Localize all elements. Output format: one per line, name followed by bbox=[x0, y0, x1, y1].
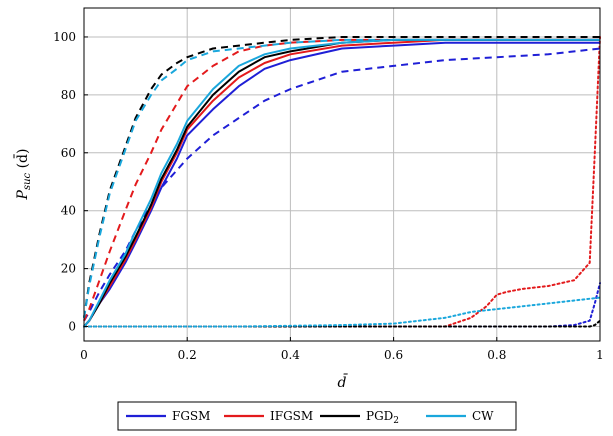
x-tick-label: 0 bbox=[80, 348, 88, 362]
y-tick-label: 0 bbox=[68, 320, 76, 334]
series-line-cw-dashed bbox=[83, 38, 600, 318]
x-axis-label: d̄ bbox=[338, 373, 349, 391]
y-tick-label: 100 bbox=[53, 30, 76, 44]
y-axis-label-tail: (d̄) bbox=[13, 149, 31, 173]
x-tick-label: 0.4 bbox=[281, 348, 300, 362]
ticks: 0 0.2 0.4 0.6 0.8 1 0 20 40 60 80 100 bbox=[53, 30, 604, 362]
legend: FGSM IFGSM PGD2 CW bbox=[117, 401, 517, 431]
x-tick-label: 0.2 bbox=[178, 348, 197, 362]
y-axis-label-main: P bbox=[15, 189, 31, 200]
series-line-fgsm-solid bbox=[83, 41, 600, 328]
y-tick-label: 20 bbox=[61, 262, 76, 276]
legend-label: FGSM bbox=[172, 409, 210, 423]
legend-label: PGD2 bbox=[366, 409, 399, 426]
series-line-pgd-dotted bbox=[83, 319, 601, 328]
y-axis-label-sub: suc bbox=[22, 172, 33, 190]
series-line-fgsm-dashed bbox=[83, 47, 601, 322]
series-line-cw-solid bbox=[83, 38, 600, 328]
legend-label: CW bbox=[472, 409, 494, 423]
y-axis-label: Psuc (d̄) bbox=[13, 149, 33, 201]
y-tick-label: 80 bbox=[61, 88, 76, 102]
legend-items: FGSM IFGSM PGD2 CW bbox=[126, 409, 494, 426]
y-tick-label: 60 bbox=[61, 146, 76, 160]
series-lines bbox=[83, 36, 601, 328]
y-tick-label: 40 bbox=[61, 204, 76, 218]
legend-label: IFGSM bbox=[270, 409, 313, 423]
series-line-cw-dotted bbox=[83, 296, 601, 328]
x-tick-label: 0.6 bbox=[384, 348, 403, 362]
x-tick-label: 0.8 bbox=[487, 348, 506, 362]
plot-frame bbox=[83, 7, 601, 342]
x-tick-label: 1 bbox=[596, 348, 604, 362]
